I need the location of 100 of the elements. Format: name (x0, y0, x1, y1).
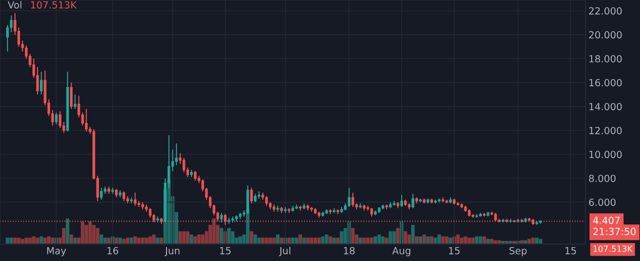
bar (144, 238, 148, 244)
candlestick (70, 82, 73, 110)
bar (152, 234, 156, 244)
candlestick (85, 108, 88, 132)
candlestick (182, 157, 186, 173)
y-tick-label: 6.000 (589, 198, 616, 206)
text: 107.513K (594, 246, 633, 252)
bar (310, 238, 314, 244)
x-tick-label: 15 (220, 247, 231, 254)
bar (100, 234, 104, 244)
candlestick (100, 187, 103, 200)
bar (96, 228, 100, 244)
bar (280, 238, 284, 244)
candlestick (134, 192, 136, 206)
bar (302, 238, 306, 244)
y-tick-label: 22.000 (589, 7, 622, 15)
bar (88, 222, 92, 244)
bar (126, 238, 130, 244)
x-tick-label: Jun (164, 247, 180, 256)
bar (80, 222, 84, 244)
bar (456, 234, 460, 244)
bar (374, 236, 378, 244)
y-tick-label: 14.000 (589, 102, 622, 110)
bar (50, 238, 54, 244)
candlestick (58, 110, 62, 128)
bar (66, 218, 70, 244)
candlestick (148, 208, 152, 218)
bar (254, 234, 257, 244)
bar (148, 236, 152, 244)
bar (133, 236, 137, 244)
bar (130, 238, 134, 244)
bar (200, 234, 204, 244)
x-tick-label: May (47, 247, 66, 256)
bar (468, 238, 471, 244)
bar (291, 238, 295, 244)
candlestick (400, 194, 403, 208)
bar (24, 238, 28, 244)
candlestick (412, 193, 414, 209)
x-tick-label: 15 (449, 247, 460, 254)
bar (407, 234, 411, 244)
candlestick (54, 112, 58, 125)
bar (392, 231, 396, 244)
bar (287, 238, 291, 244)
annotation: 107.513K (31, 1, 77, 9)
candlestick (348, 187, 350, 208)
bar (261, 238, 264, 244)
bar (384, 238, 388, 244)
x-tick-label: Aug (392, 247, 410, 256)
bar (381, 236, 385, 244)
bar (366, 238, 370, 244)
bar (306, 238, 310, 244)
bar (426, 236, 430, 244)
bar (118, 238, 122, 244)
bar (107, 238, 111, 244)
bar (47, 236, 51, 244)
bar (238, 236, 242, 244)
x-tick-label: Sep (510, 246, 527, 256)
bar (535, 238, 539, 244)
bar (437, 234, 441, 244)
bar (321, 236, 325, 244)
bar (362, 238, 366, 244)
bar (137, 238, 141, 244)
candlestick (40, 71, 43, 95)
bar (84, 224, 88, 244)
candlestick (352, 192, 354, 208)
bar (190, 234, 194, 244)
candlestick (220, 212, 223, 223)
bar (460, 238, 464, 244)
bar (324, 234, 328, 244)
bar (272, 238, 276, 244)
bar (268, 238, 272, 244)
bar (182, 231, 186, 244)
bar (36, 238, 40, 244)
candlestick (250, 187, 253, 204)
bar (340, 231, 344, 244)
bar (294, 238, 298, 244)
bar (336, 238, 340, 244)
bar (62, 228, 66, 244)
bar (43, 238, 47, 244)
bar (212, 218, 216, 244)
bar (10, 238, 13, 244)
bar (358, 238, 362, 244)
bar (32, 236, 36, 244)
bar (92, 224, 96, 244)
candlestick (74, 94, 76, 110)
bar (444, 236, 448, 244)
bar (231, 231, 234, 244)
text: 21:37:50 (593, 228, 636, 236)
bar (414, 236, 418, 244)
bar (524, 240, 528, 244)
bar (441, 236, 445, 244)
bar (17, 238, 20, 244)
bar (103, 238, 107, 244)
bar (156, 238, 160, 244)
candlestick (194, 170, 197, 182)
bar (193, 236, 197, 244)
y-tick-label: 20.000 (589, 31, 622, 39)
y-tick-label: 8.000 (589, 174, 616, 182)
bar (186, 231, 190, 244)
bar (404, 231, 408, 244)
